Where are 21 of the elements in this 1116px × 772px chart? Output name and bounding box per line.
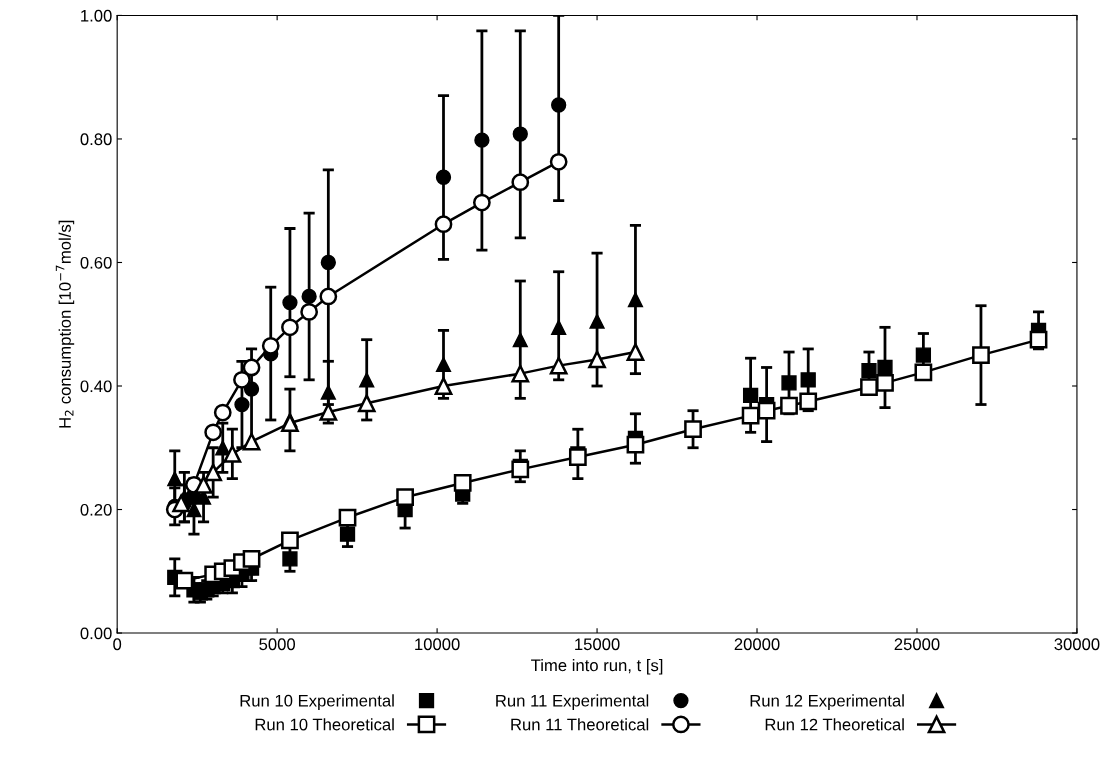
legend-label: Run 12 Theoretical <box>765 718 904 731</box>
y-tick-label: 0.40 <box>80 380 112 393</box>
legend-label: Run 10 Experimental <box>240 694 394 710</box>
y-tick-label: 0.80 <box>80 133 112 146</box>
y-tick-label: 0.00 <box>80 627 112 640</box>
x-tick-label: 15000 <box>575 638 620 651</box>
x-axis-title: Time into run, t [s] <box>531 658 663 675</box>
x-tick-label: 30000 <box>1054 638 1100 651</box>
y-axis-title: H$_{2}$ consumption [10$^{−7}$mol/s] <box>55 220 75 428</box>
legend-label: Run 11 Theoretical <box>511 718 649 731</box>
y-tick-label: 1.00 <box>81 9 112 22</box>
legend-label: Run 11 Experimental <box>496 694 649 710</box>
legend-label: Run 10 Theoretical <box>255 718 394 731</box>
y-tick-label: 0.60 <box>80 256 112 269</box>
x-tick-label: 10000 <box>415 638 460 651</box>
x-tick-label: 25000 <box>894 638 940 651</box>
x-tick-label: 20000 <box>734 638 780 651</box>
y-tick-label: 0.20 <box>80 503 112 516</box>
x-tick-label: 5000 <box>259 638 296 651</box>
legend-label: Run 12 Experimental <box>750 694 904 710</box>
x-tick-label: 0 <box>113 638 122 651</box>
